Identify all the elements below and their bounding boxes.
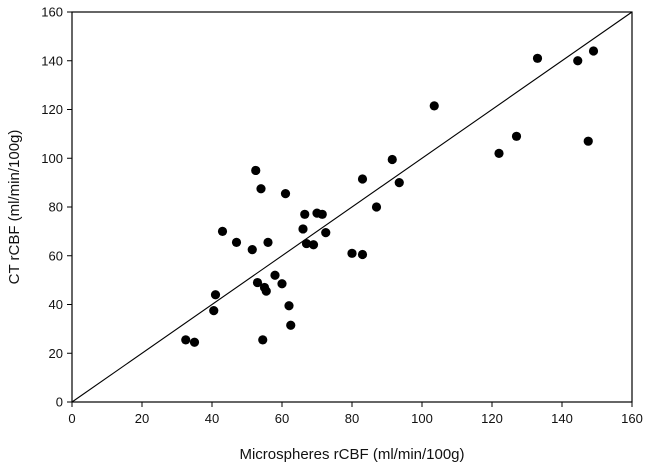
data-point xyxy=(588,46,599,56)
x-tick-label: 140 xyxy=(551,411,573,426)
data-point xyxy=(357,174,368,184)
y-tick-label: 120 xyxy=(41,102,63,117)
data-point xyxy=(247,245,257,255)
data-point xyxy=(270,270,280,280)
data-point xyxy=(300,209,310,219)
x-axis-title: Microspheres rCBF (ml/min/100g) xyxy=(239,446,464,463)
x-tick-label: 40 xyxy=(205,411,219,426)
data-points xyxy=(181,46,599,347)
data-point xyxy=(394,178,404,188)
y-axis-title: CT rCBF (ml/min/100g) xyxy=(6,130,23,285)
data-point xyxy=(263,237,273,247)
x-tick-label: 100 xyxy=(411,411,433,426)
ticks-layer: 0 20 40 60 80 100 120 140 160 0 20 40 60 80 100 120 140 1… xyxy=(41,5,643,427)
data-point xyxy=(532,53,543,63)
data-point xyxy=(317,209,327,219)
data-point xyxy=(573,56,583,66)
data-point xyxy=(252,277,263,288)
data-point xyxy=(321,227,331,238)
x-tick-label: 80 xyxy=(345,411,359,426)
data-point xyxy=(301,238,312,249)
data-point xyxy=(256,184,266,194)
x-tick-label: 0 xyxy=(68,411,75,426)
data-point xyxy=(511,131,522,141)
x-tick-label: 120 xyxy=(481,411,503,426)
x-tick-label: 160 xyxy=(621,411,643,426)
data-point xyxy=(298,224,308,234)
data-point xyxy=(583,136,593,146)
data-point xyxy=(308,240,319,250)
x-tick-label: 60 xyxy=(275,411,289,426)
y-tick-label: 160 xyxy=(41,5,63,20)
data-point xyxy=(347,248,357,258)
data-point xyxy=(284,301,294,311)
data-point xyxy=(387,154,397,165)
x-tick-label: 20 xyxy=(135,411,149,426)
y-tick-label: 0 xyxy=(56,395,63,410)
data-point xyxy=(371,202,382,212)
y-tick-label: 100 xyxy=(41,151,63,166)
data-point xyxy=(277,279,287,289)
data-point xyxy=(189,337,200,347)
data-point xyxy=(429,101,439,111)
data-point xyxy=(280,188,291,199)
y-tick-label: 60 xyxy=(49,248,63,263)
identity-line xyxy=(71,11,633,403)
data-point xyxy=(286,320,296,330)
data-point xyxy=(261,286,271,296)
y-tick-label: 20 xyxy=(49,346,63,361)
data-point xyxy=(181,335,191,345)
data-point xyxy=(231,237,242,247)
data-point xyxy=(210,290,221,300)
identity-line-layer xyxy=(71,11,633,403)
data-point xyxy=(217,226,228,236)
y-tick-label: 80 xyxy=(49,200,63,215)
y-tick-label: 40 xyxy=(49,297,63,312)
data-point xyxy=(251,165,261,176)
y-tick-label: 140 xyxy=(41,53,63,68)
data-point xyxy=(494,148,504,158)
data-point xyxy=(258,335,268,345)
data-point xyxy=(357,249,368,260)
data-point xyxy=(209,305,219,316)
